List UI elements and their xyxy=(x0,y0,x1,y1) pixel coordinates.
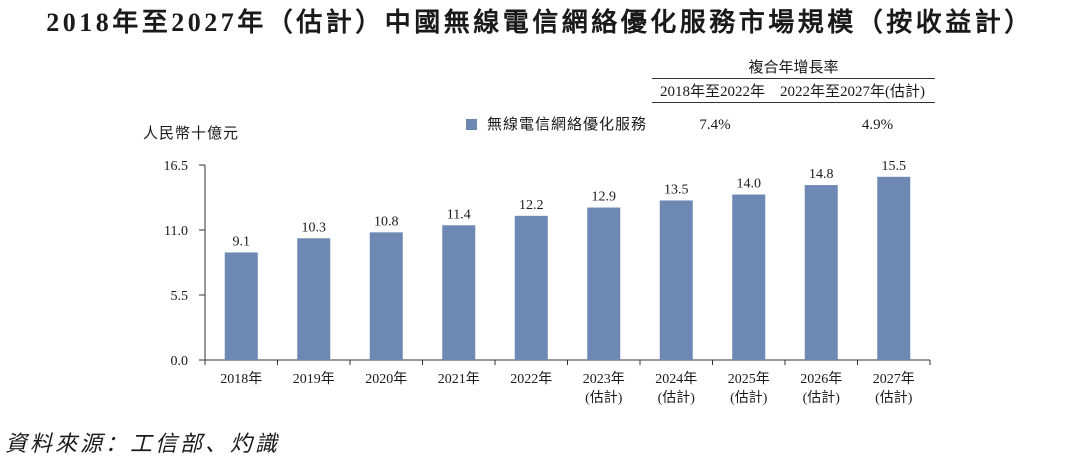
bar xyxy=(297,238,331,360)
data-label: 9.1 xyxy=(233,234,251,249)
x-tick-label: 2022年 xyxy=(510,371,552,387)
cagr-value-2022-2027: 4.9% xyxy=(861,117,894,133)
y-tick-label: 0.0 xyxy=(171,354,189,369)
data-label: 12.9 xyxy=(592,190,617,205)
cagr-period-rule xyxy=(652,102,935,103)
bar xyxy=(224,252,258,360)
x-tick-label: 2018年 xyxy=(220,371,262,387)
x-tick-label: 2026年(估計) xyxy=(800,371,842,406)
bar xyxy=(732,194,766,360)
bar xyxy=(804,185,838,360)
x-tick-label: 2019年 xyxy=(293,371,335,387)
cagr-period-2022-2027: 2022年至2027年(估計) xyxy=(780,84,925,100)
y-tick-label: 16.5 xyxy=(164,159,189,174)
cagr-value-2018-2022: 7.4% xyxy=(699,117,731,133)
bar xyxy=(369,232,403,360)
data-label: 11.4 xyxy=(447,207,471,222)
x-tick-label: 2020年 xyxy=(365,371,407,387)
data-label: 14.8 xyxy=(809,167,834,182)
bar xyxy=(442,225,476,360)
x-tick-label: 2021年 xyxy=(438,371,480,387)
bar xyxy=(514,215,548,360)
y-axis-label: 人民幣十億元 xyxy=(143,126,240,142)
bar xyxy=(877,176,911,360)
data-label: 10.3 xyxy=(302,220,327,235)
chart-title: 2018年至2027年（估計）中國無線電信網絡優化服務市場規模（按收益計） xyxy=(46,8,1034,37)
y-tick-label: 11.0 xyxy=(164,224,188,239)
source-note: 資料來源：工信部、灼識 xyxy=(5,431,281,456)
data-label: 15.5 xyxy=(882,159,907,174)
cagr-header-rule xyxy=(652,78,935,79)
x-tick-label: 2024年(估計) xyxy=(655,371,697,406)
cagr-period-2018-2022: 2018年至2022年 xyxy=(660,84,766,100)
x-tick-label: 2023年(估計) xyxy=(583,371,625,406)
y-tick-label: 5.5 xyxy=(171,289,189,304)
data-label: 12.2 xyxy=(519,198,544,213)
x-tick-label: 2027年(估計) xyxy=(873,371,915,406)
legend-swatch xyxy=(466,119,477,130)
bar xyxy=(659,200,693,360)
data-label: 10.8 xyxy=(374,214,399,229)
data-label: 13.5 xyxy=(664,182,689,197)
x-tick-label: 2025年(估計) xyxy=(728,371,770,406)
data-label: 14.0 xyxy=(737,177,762,192)
legend-label: 無線電信網絡優化服務 xyxy=(487,117,648,133)
cagr-header: 複合年增長率 xyxy=(748,60,839,76)
bar xyxy=(587,207,621,360)
